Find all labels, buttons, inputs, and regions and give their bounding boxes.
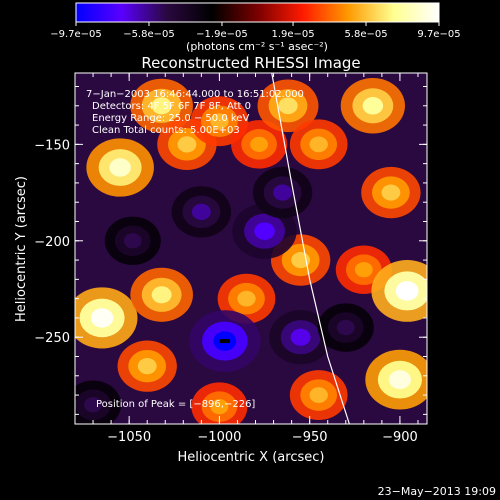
image-blob-peak <box>388 370 411 390</box>
image-blob-peak <box>278 97 298 115</box>
annotation-clean: Clean Total counts: 5.00E+03 <box>92 125 240 136</box>
footer-date: 23−May−2013 19:09 <box>378 485 496 498</box>
y-tick-label: −250 <box>34 331 70 346</box>
image-blob-peak <box>309 136 328 153</box>
image-blob-peak <box>191 203 211 220</box>
image-blob-peak <box>90 308 114 328</box>
colorbar-frame <box>75 2 440 23</box>
image-blob-peak <box>381 184 401 201</box>
colorbar-tick-label: −1.9e−05 <box>196 29 248 40</box>
image-blob-peak <box>250 136 269 153</box>
y-axis-label: Heliocentric Y (arcsec) <box>14 176 29 322</box>
image-blob-peak <box>336 319 355 336</box>
colorbar-tick-label: 1.9e−05 <box>271 29 314 40</box>
annotation-energy: Energy Range: 25.0 − 50.0 keV <box>92 113 249 124</box>
image-blob-peak <box>290 328 311 346</box>
image-blob-peak <box>309 387 328 403</box>
x-tick-label: −950 <box>292 430 328 445</box>
colorbar <box>76 3 439 22</box>
image-blob-peak <box>177 136 197 153</box>
x-axis-ticks: −1050 −1000 −950 −900 <box>92 73 419 445</box>
image-blob-peak <box>237 290 256 307</box>
image-blob-peak <box>254 222 275 240</box>
image-blobs <box>75 78 427 424</box>
image-blob-peak <box>109 158 131 177</box>
colorbar-tick-label: 9.7e−05 <box>417 29 460 40</box>
solar-limb-curve <box>271 73 350 424</box>
x-tick-label: −1050 <box>107 430 151 445</box>
colorbar-tick-label: 5.8e−05 <box>344 29 387 40</box>
image-blob-peak <box>210 113 229 130</box>
image-blob-peak <box>362 97 384 115</box>
peak-position-label: Position of Peak = [−896,−226] <box>96 399 255 410</box>
image-blob-peak <box>210 398 229 415</box>
colorbar-unit-label: (photons cm⁻² s⁻¹ asec⁻²) <box>186 40 328 53</box>
x-axis-label: Heliocentric X (arcsec) <box>178 450 325 465</box>
colorbar-tick-label: −9.7e−05 <box>50 29 102 40</box>
minimum-marker <box>219 339 230 344</box>
annotation-time: 7−Jan−2003 16:46:44.000 to 16:51:02.000 <box>86 89 304 100</box>
y-tick-label: −150 <box>34 138 70 153</box>
plot-frame <box>74 72 428 425</box>
image-blob-peak <box>137 358 157 375</box>
chart-title: Reconstructed RHESSI Image <box>141 54 360 72</box>
image-blob-peak <box>151 97 172 115</box>
image-blob-peak <box>273 184 293 201</box>
colorbar-ticks: −9.7e−05 −5.8e−05 −1.9e−05 1.9e−05 5.8e−05 9.… <box>50 22 461 40</box>
image-blob-peak <box>123 233 142 249</box>
image-blob-peak <box>151 286 172 304</box>
colorbar-tick-label: −5.8e−05 <box>123 29 175 40</box>
x-tick-label: −900 <box>382 430 418 445</box>
x-tick-label: −1000 <box>197 430 241 445</box>
y-tick-label: −200 <box>34 235 70 250</box>
image-blob-peak <box>395 281 419 301</box>
image-blob-peak <box>84 397 102 413</box>
annotation-detectors: Detectors: 4F 5F 6F 7F 8F, Att 0 <box>92 101 251 112</box>
y-axis-ticks: −150 −200 −250 <box>34 86 427 415</box>
image-blob-peak <box>354 262 373 278</box>
